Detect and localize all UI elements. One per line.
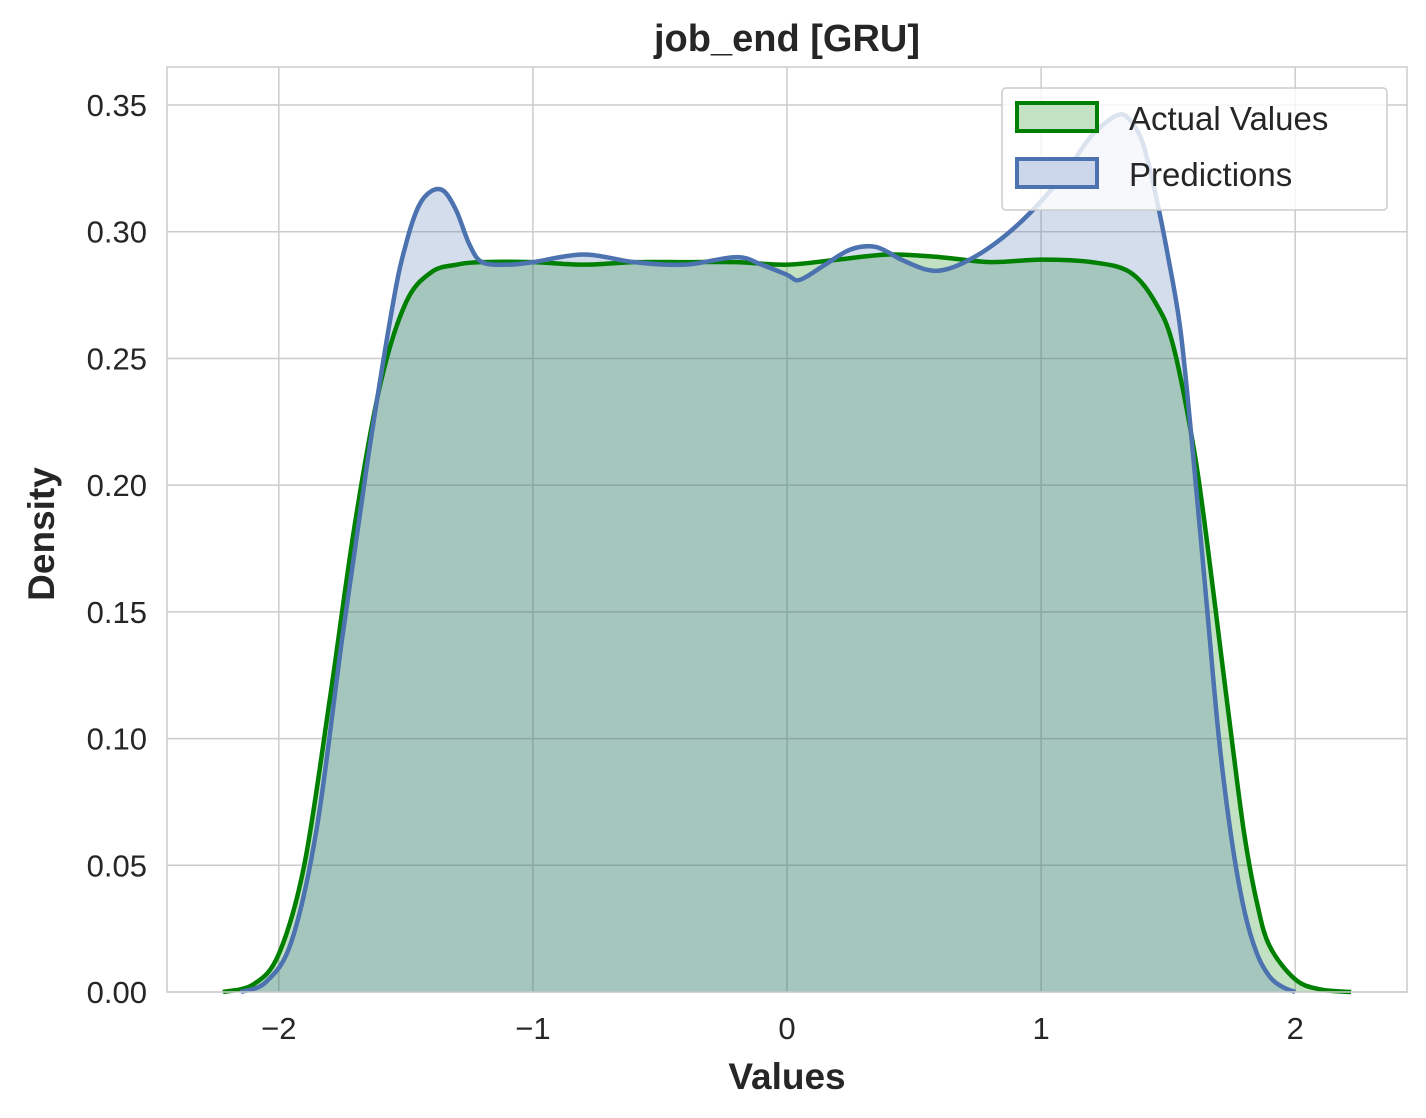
y-axis-label: Density — [21, 467, 62, 601]
series-predictions-line — [239, 111, 1297, 995]
y-tick-label: 0.25 — [87, 341, 147, 376]
series-predictions-fill — [240, 114, 1296, 992]
plot-frame — [166, 66, 1408, 993]
legend-swatch-predictions — [1015, 157, 1099, 189]
x-tick-label: 2 — [1287, 1011, 1304, 1046]
y-tick-label: 0.35 — [87, 88, 147, 123]
x-tick-label: −1 — [515, 1011, 550, 1046]
series-actual-values-fill — [222, 254, 1352, 993]
legend-label-predictions: Predictions — [1129, 156, 1292, 193]
x-axis-label: Values — [728, 1056, 845, 1097]
y-tick-label: 0.15 — [87, 595, 147, 630]
y-tick-label: 0.00 — [87, 975, 147, 1010]
y-tick-label: 0.30 — [87, 215, 147, 250]
y-tick-label: 0.05 — [87, 848, 147, 883]
y-tick-label: 0.10 — [87, 722, 147, 757]
legend-swatch-actual — [1015, 101, 1099, 133]
y-tick-label: 0.20 — [87, 468, 147, 503]
chart-title: job_end [GRU] — [653, 18, 920, 60]
x-tick-label: −2 — [261, 1011, 296, 1046]
density-areas — [222, 111, 1352, 995]
legend-label-actual: Actual Values — [1129, 100, 1328, 137]
series-actual-values-line — [222, 252, 1352, 995]
y-axis-ticks: 0.00 0.05 0.10 0.15 0.20 0.25 0.30 0.35 — [87, 88, 147, 1010]
legend: Actual Values Predictions — [1001, 87, 1388, 211]
x-axis-ticks: −2 −1 0 1 2 — [261, 1011, 1304, 1046]
x-tick-label: 0 — [778, 1011, 795, 1046]
x-tick-label: 1 — [1032, 1011, 1049, 1046]
